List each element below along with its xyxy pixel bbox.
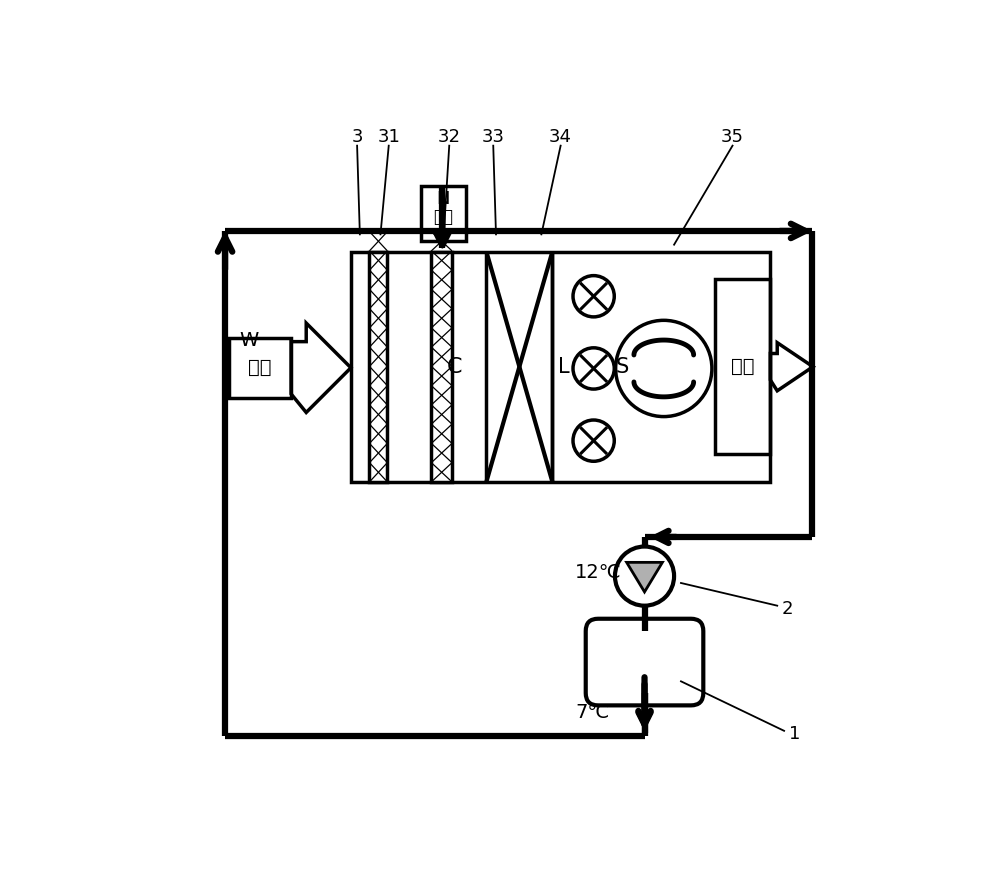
- Text: 3: 3: [351, 129, 363, 146]
- Text: 7℃: 7℃: [576, 703, 610, 722]
- Polygon shape: [627, 563, 662, 592]
- Polygon shape: [369, 252, 387, 482]
- Text: 送风: 送风: [731, 357, 755, 376]
- Text: 31: 31: [377, 129, 400, 146]
- Text: 2: 2: [782, 600, 793, 618]
- Polygon shape: [431, 252, 452, 482]
- Text: N: N: [436, 189, 450, 207]
- Text: 35: 35: [721, 129, 744, 146]
- Text: 回风: 回风: [433, 208, 453, 226]
- Text: W: W: [240, 331, 259, 350]
- Text: 1: 1: [789, 725, 800, 743]
- Text: 32: 32: [438, 129, 461, 146]
- Text: 34: 34: [549, 129, 572, 146]
- Text: S: S: [616, 356, 629, 377]
- Text: 新风: 新风: [248, 357, 272, 377]
- Text: 33: 33: [482, 129, 505, 146]
- Text: 12℃: 12℃: [574, 563, 621, 582]
- Text: C: C: [446, 356, 462, 377]
- Text: L: L: [558, 356, 570, 377]
